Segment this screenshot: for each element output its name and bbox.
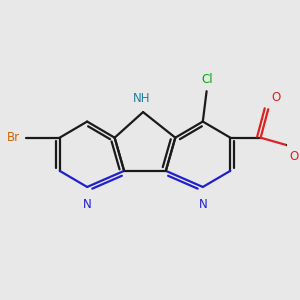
Text: N: N xyxy=(198,198,207,211)
Text: Cl: Cl xyxy=(202,73,213,85)
Text: Br: Br xyxy=(7,131,20,144)
Text: NH: NH xyxy=(132,92,150,105)
Text: O: O xyxy=(289,150,298,163)
Text: O: O xyxy=(271,92,280,104)
Text: N: N xyxy=(83,198,92,211)
